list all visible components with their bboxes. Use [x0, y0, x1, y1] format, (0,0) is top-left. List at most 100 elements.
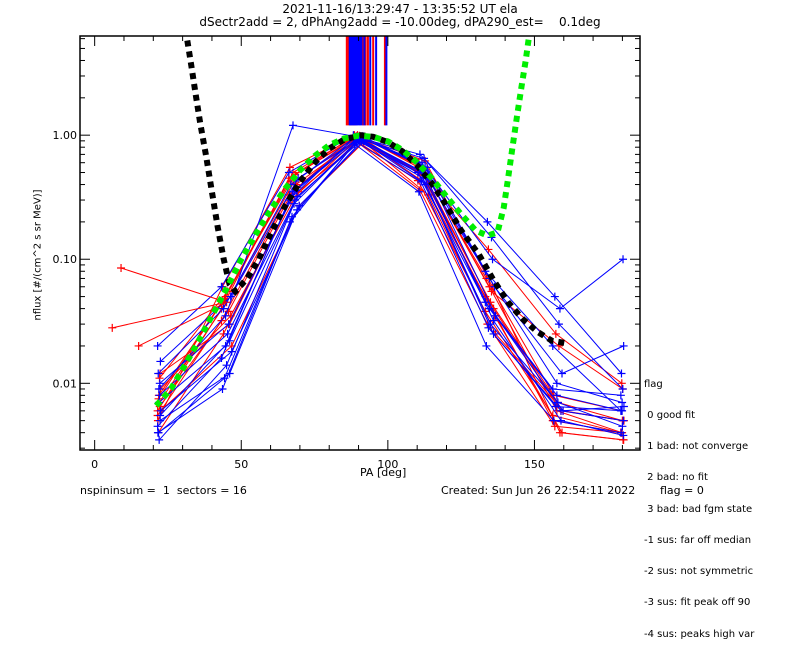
blue-marker [227, 347, 236, 356]
blue-marker [619, 416, 628, 425]
blue-marker [217, 353, 226, 362]
flag-legend: flag 0 good fit 1 bad: not converge 2 ba… [644, 359, 754, 650]
legend-item: 2 bad: no fit [644, 472, 708, 484]
blue-marker [553, 398, 562, 407]
blue-marker [618, 384, 627, 393]
blue-trace [158, 141, 622, 434]
blue-marker [550, 292, 559, 301]
blue-marker [549, 416, 558, 425]
blue-marker [289, 121, 298, 130]
x-tick-label: 0 [91, 458, 98, 471]
legend-item: 3 bad: bad fgm state [644, 503, 753, 515]
blue-marker [154, 384, 163, 393]
red-outlier-trace [120, 267, 227, 303]
legend-item: 0 good fit [644, 410, 696, 422]
blue-trace [157, 137, 621, 427]
legend-item: -4 sus: peaks high var [644, 628, 755, 640]
blue-trace [159, 139, 624, 436]
chart-subtitle: dSectr2add = 2, dPhAng2add = -10.00deg, … [199, 15, 601, 29]
legend-item: -2 sus: not symmetric [644, 566, 754, 578]
blue-trace [158, 124, 623, 403]
fit-green-line [153, 39, 532, 408]
blue-marker [154, 369, 163, 378]
red-outlier-marker [134, 341, 143, 350]
blue-marker [558, 369, 567, 378]
legend-title: flag [644, 378, 663, 390]
blue-marker [552, 379, 561, 388]
blue-marker [619, 341, 628, 350]
blue-marker [219, 304, 228, 313]
blue-marker [619, 431, 628, 440]
x-tick-label: 150 [524, 458, 545, 471]
blue-marker [551, 402, 560, 411]
red-trace [159, 135, 623, 390]
blue-marker [616, 391, 625, 400]
red-marker [548, 411, 557, 420]
red-outlier-trace [112, 301, 227, 329]
legend-item: -1 sus: far off median [644, 534, 752, 546]
red-marker [555, 428, 564, 437]
red-outlier-marker [108, 323, 117, 332]
blue-marker [483, 217, 492, 226]
blue-trace [157, 143, 622, 434]
footer-created: Created: Sun Jun 26 22:54:11 2022 [441, 484, 636, 497]
blue-marker [156, 357, 165, 366]
y-tick-label: 1.00 [53, 129, 78, 142]
red-marker [617, 379, 626, 388]
blue-marker [414, 187, 423, 196]
blue-marker [489, 316, 498, 325]
blue-marker [617, 406, 626, 415]
blue-trace [160, 140, 624, 412]
red-marker [550, 422, 559, 431]
footer-spin-info: nspininsum = 1 sectors = 16 [80, 484, 247, 497]
red-marker [551, 329, 560, 338]
blue-marker [555, 304, 564, 313]
blue-marker [617, 369, 626, 378]
blue-marker [226, 292, 235, 301]
blue-marker [156, 411, 165, 420]
blue-trace [158, 137, 623, 412]
blue-marker [554, 320, 563, 329]
blue-marker [223, 329, 232, 338]
fit-black-line [184, 40, 568, 347]
blue-marker [552, 391, 561, 400]
blue-marker [153, 422, 162, 431]
legend-item: -3 sus: fit peak off 90 [644, 597, 751, 609]
blue-marker [484, 323, 493, 332]
blue-marker [284, 168, 293, 177]
blue-marker [217, 282, 226, 291]
red-marker [285, 163, 294, 172]
blue-marker [221, 311, 230, 320]
blue-marker [224, 320, 233, 329]
x-tick-label: 50 [234, 458, 248, 471]
blue-marker [287, 212, 296, 221]
blue-marker [420, 154, 429, 163]
blue-marker [154, 428, 163, 437]
blue-marker [220, 374, 229, 383]
blue-marker [548, 384, 557, 393]
plot-area: 0 50 100 150 0.01 0.10 1.00 [53, 35, 641, 471]
footer-flag: flag = 0 [660, 484, 704, 497]
plot-content [108, 36, 628, 444]
red-trace [158, 135, 623, 400]
blue-marker [225, 336, 234, 345]
blue-trace [159, 136, 624, 384]
y-tick-label: 0.01 [53, 377, 78, 390]
blue-marker [488, 255, 497, 264]
blue-marker [155, 379, 164, 388]
blue-trace [159, 140, 624, 422]
plot-frame [79, 35, 641, 451]
x-axis-label: PA [deg] [360, 466, 407, 479]
blue-marker [619, 255, 628, 264]
blue-marker [618, 398, 627, 407]
blue-marker [482, 341, 491, 350]
blue-marker [153, 341, 162, 350]
blue-marker [559, 406, 568, 415]
blue-marker [156, 406, 165, 415]
red-trace [160, 141, 624, 422]
chart-title: 2021-11-16/13:29:47 - 13:35:52 UT ela [282, 2, 518, 16]
blue-marker [218, 384, 227, 393]
blue-marker [619, 402, 628, 411]
red-outlier-marker [117, 263, 126, 272]
blue-marker [222, 361, 231, 370]
